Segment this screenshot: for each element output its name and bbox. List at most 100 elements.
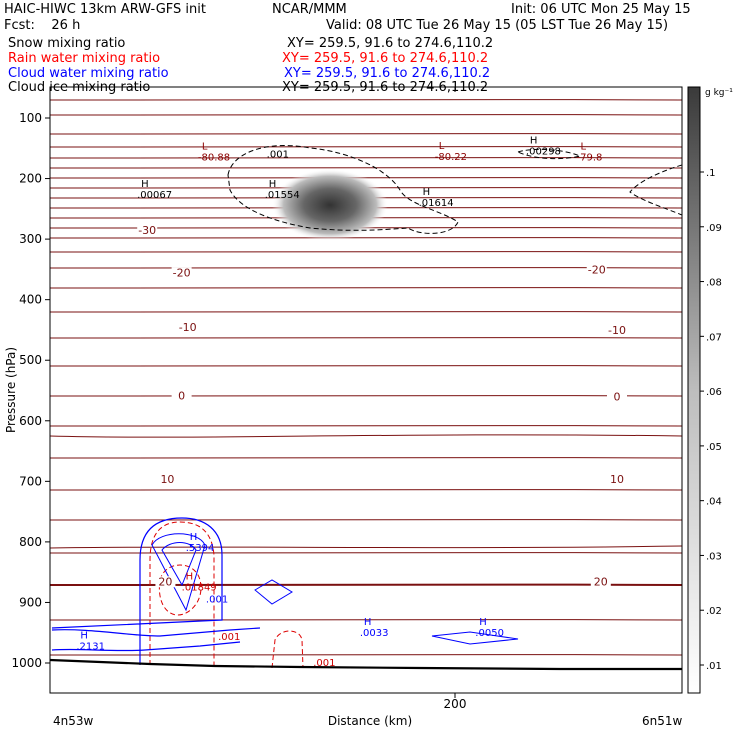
- temperature-isotherm: [50, 395, 682, 397]
- isotherm-label-bg: [137, 225, 158, 237]
- temperature-isotherm: [50, 287, 682, 289]
- extremum-value: -79.8: [577, 152, 603, 163]
- y-tick-label: 800: [19, 535, 42, 549]
- isotherm-deep: [50, 434, 682, 438]
- extremum-value: .01614: [419, 198, 454, 209]
- extremum-mark: H: [186, 571, 194, 582]
- colorbar-label: .07: [706, 332, 722, 343]
- field-snow-name: Snow mixing ratio: [8, 36, 126, 51]
- temperature-isotherm: [50, 311, 682, 313]
- snow-shading-core: [272, 169, 388, 241]
- isotherm-label-bg: [171, 390, 192, 402]
- snow-contour-small: [516, 148, 582, 160]
- temperature-isotherm: [50, 552, 682, 554]
- isotherm-label: -20: [173, 266, 191, 279]
- extremum-mark: H: [530, 135, 538, 146]
- temperature-isotherm: [50, 583, 682, 587]
- field-rain-name: Rain water mixing ratio: [8, 51, 161, 66]
- extremum-mark: L: [581, 141, 587, 152]
- field-cloudwater-xy: XY= 259.5, 91.6 to 274.6,110.2: [284, 66, 491, 81]
- rain-contour-inner: [158, 564, 202, 616]
- extremum-value: -80.88: [198, 152, 230, 163]
- y-tick-label: 300: [19, 232, 42, 246]
- temperature-isotherm: [50, 167, 682, 169]
- colorbar-label: .1: [706, 168, 716, 179]
- temperature-isotherm: [50, 457, 682, 459]
- forecast-hour: Fcst: 26 h: [4, 18, 81, 33]
- y-tick-label: 500: [19, 353, 42, 367]
- temperature-isotherm: [50, 133, 682, 135]
- cloudwater-blob: [254, 579, 293, 605]
- extremum-value: .2131: [76, 642, 105, 653]
- y-tick-label: 200: [19, 172, 42, 186]
- rain-contour: [149, 521, 215, 665]
- temperature-isotherm: [50, 365, 682, 367]
- extremum-mark: L: [439, 141, 445, 152]
- isotherm-label: 20: [594, 575, 608, 588]
- colorbar-label: .09: [706, 223, 722, 234]
- temperature-isotherm: [50, 489, 682, 491]
- temperature-isotherm: [50, 146, 682, 148]
- isotherm-label: -10: [608, 324, 626, 337]
- extremum-mark: H: [364, 617, 372, 628]
- snow-contour-right: [629, 164, 682, 216]
- cloudwater-low: [51, 627, 261, 652]
- extremum-value: .00067: [137, 190, 172, 201]
- cloudwater-inner-1: [151, 533, 206, 612]
- temperature-isotherm: [50, 519, 682, 521]
- temperature-isotherm: [50, 337, 682, 339]
- extremum-value: .01849: [182, 582, 217, 593]
- isotherm-label-bg: [607, 391, 627, 403]
- temperature-isotherm: [50, 251, 682, 253]
- isotherm-label-bg: [607, 473, 627, 485]
- field-cloudwater-name: Cloud water mixing ratio: [8, 66, 169, 81]
- x-tick-label: 200: [444, 697, 467, 711]
- temperature-isotherm: [50, 114, 682, 116]
- y-axis-title: Pressure (hPa): [4, 347, 18, 433]
- temperature-isotherm: [50, 99, 682, 101]
- extremum-mark: H: [80, 631, 88, 642]
- isotherm-label: 0: [178, 389, 185, 402]
- isotherm-label-bg: [171, 267, 192, 279]
- extremum-value: .00298: [526, 146, 561, 157]
- isotherm-label-bg: [607, 324, 627, 336]
- contour-label: .001: [267, 149, 289, 160]
- organization-label: NCAR/MMM: [272, 2, 347, 17]
- x-end-left: 4n53w: [53, 714, 94, 728]
- temperature-isotherm: [50, 267, 682, 269]
- snow-contour: [227, 145, 459, 234]
- y-tick-label: 700: [19, 474, 42, 488]
- colorbar-unit: g kg⁻¹: [705, 88, 733, 98]
- cloudwater-inner-2: [161, 542, 197, 587]
- extremum-value: .5394: [186, 543, 215, 554]
- isotherm-label-bg: [590, 576, 611, 588]
- colorbar-label: .04: [706, 497, 722, 508]
- y-tick-label: 1000: [11, 656, 42, 670]
- model-title: HAIC-HIWC 13km ARW-GFS init: [4, 2, 206, 17]
- colorbar-label: .02: [706, 606, 722, 617]
- isotherm-deep: [50, 545, 682, 549]
- extremum-mark: L: [202, 141, 208, 152]
- field-rain-xy: XY= 259.5, 91.6 to 274.6,110.2: [282, 51, 489, 66]
- extremum-mark: H: [141, 179, 149, 190]
- colorbar-label: .03: [706, 551, 722, 562]
- colorbar: [687, 86, 701, 694]
- extremum-mark: H: [423, 187, 431, 198]
- temperature-isotherm: [50, 654, 682, 656]
- isotherm-label-bg: [157, 473, 178, 485]
- isotherm-label-bg: [586, 264, 607, 276]
- x-axis-title: Distance (km): [328, 714, 412, 728]
- temperature-isotherm: [50, 157, 682, 159]
- colorbar-label: .01: [706, 661, 722, 672]
- field-snow-xy: XY= 259.5, 91.6 to 274.6,110.2: [287, 36, 494, 51]
- y-tick-label: 100: [19, 111, 42, 125]
- extremum-value: -80.22: [435, 152, 467, 163]
- cloudwater-contour: [51, 517, 223, 665]
- colorbar-label: .08: [706, 278, 722, 289]
- isotherm-label: -20: [588, 263, 606, 276]
- isotherm-label: 10: [160, 473, 174, 486]
- temperature-isotherm: [50, 237, 682, 239]
- valid-time: Valid: 08 UTC Tue 26 May 15 (05 LST Tue …: [326, 18, 669, 33]
- y-tick-label: 900: [19, 595, 42, 609]
